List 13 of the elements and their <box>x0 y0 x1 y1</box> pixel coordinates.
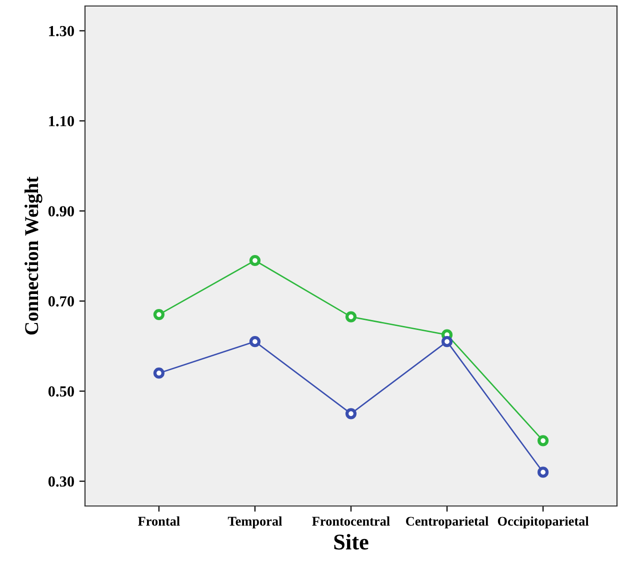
y-tick-label: 0.50 <box>48 386 74 397</box>
x-tick-label: Frontocentral <box>312 516 390 526</box>
x-tick-label: Temporal <box>228 516 282 528</box>
y-tick-label: 0.70 <box>48 296 74 307</box>
y-tick-label: 1.30 <box>49 26 74 36</box>
x-tick-label: Frontal <box>138 516 180 526</box>
y-tick-label: 1.10 <box>49 116 74 126</box>
x-tick-label: Occipitoparietal <box>498 516 589 528</box>
y-tick-label: 0.30 <box>48 476 74 487</box>
y-tick-label: 0.90 <box>48 206 74 216</box>
y-axis-title: Connection Weight <box>24 176 42 335</box>
x-tick-label: Centroparietal <box>406 516 488 528</box>
x-axis-title: Site <box>334 534 368 550</box>
